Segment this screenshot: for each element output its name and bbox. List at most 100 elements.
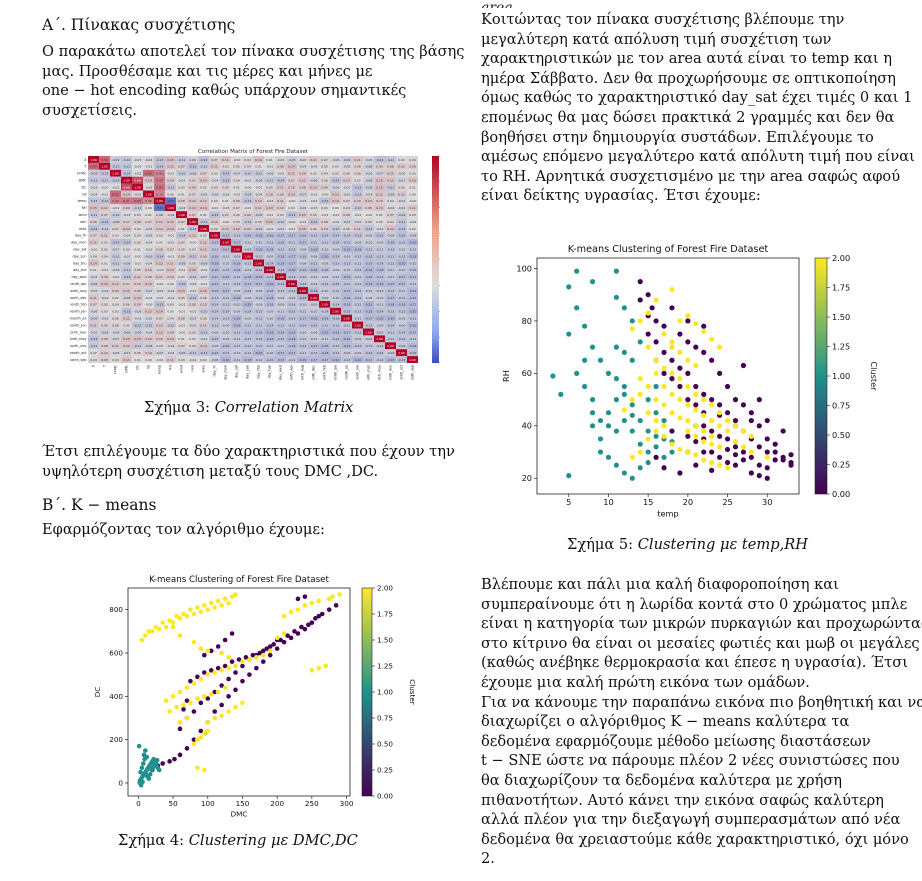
cluster-0-point xyxy=(202,670,207,675)
heatmap-cell-value: 0.01 xyxy=(409,185,416,189)
heatmap-cell xyxy=(242,349,253,357)
heatmap-cell xyxy=(297,176,308,184)
heatmap-cell xyxy=(165,321,176,329)
heatmap-cell xyxy=(341,335,352,343)
heatmap-cell xyxy=(319,169,330,177)
heatmap-cell xyxy=(231,169,242,177)
heatmap-cell-value: -0.05 xyxy=(398,172,406,176)
heatmap-cell xyxy=(231,252,242,260)
heatmap-cell-value: -0.53 xyxy=(167,199,175,203)
heatmap-cell xyxy=(220,294,231,301)
heatmap-cell-value: 0.13 xyxy=(299,213,306,217)
heatmap-cell xyxy=(165,211,176,219)
heatmap-cell-value: -0.05 xyxy=(189,323,197,327)
heatmap-cell-value: -0.11 xyxy=(189,351,197,355)
heatmap-cell xyxy=(264,190,275,198)
heatmap-cell xyxy=(198,342,209,350)
figure-3-caption: Σχήμα 3: Correlation Matrix xyxy=(144,399,353,416)
heatmap-cell-value: -0.00 xyxy=(321,192,329,196)
heatmap-cell-value: -0.19 xyxy=(255,275,263,279)
heatmap-cell xyxy=(176,245,187,253)
heatmap-cell xyxy=(198,335,209,343)
heatmap-cell xyxy=(253,300,264,308)
figure-4-label: Σχήμα 4: xyxy=(118,832,185,849)
heatmap-cell-value: 0.12 xyxy=(200,199,207,203)
cluster-1-point xyxy=(653,410,659,416)
heatmap-cell xyxy=(99,197,110,205)
x-tick-label: 250 xyxy=(305,799,319,808)
heatmap-cell xyxy=(396,342,407,350)
heatmap-cell-value: 0.03 xyxy=(233,220,240,224)
cluster-2-point xyxy=(177,689,183,695)
heatmap-cell-value: -0.20 xyxy=(222,358,230,362)
heatmap-cell-value: 0.05 xyxy=(134,351,141,355)
heatmap-cell xyxy=(121,204,132,212)
heatmap-cell-value: -0.09 xyxy=(354,241,362,245)
heatmap-cell-value: -0.12 xyxy=(255,254,263,258)
heatmap-cell xyxy=(242,252,253,260)
cluster-2-point xyxy=(212,715,218,721)
heatmap-cell-value: -0.13 xyxy=(387,247,395,251)
heatmap-cell xyxy=(407,328,418,336)
cluster-0-point xyxy=(160,761,165,766)
heatmap-cell-value: -0.10 xyxy=(299,337,307,341)
heatmap-cell-value: 1.00 xyxy=(288,282,295,286)
cluster-2-point xyxy=(740,428,747,434)
heatmap-cell xyxy=(275,252,286,260)
heatmap-cell-value: -0.20 xyxy=(365,303,373,307)
heatmap-cell xyxy=(198,307,209,315)
heatmap-cell-value: 0.13 xyxy=(376,206,383,210)
heatmap-cell xyxy=(297,231,308,239)
heatmap-cell-value: -0.13 xyxy=(233,234,241,238)
heatmap-cell xyxy=(242,238,253,246)
heatmap-cell xyxy=(165,273,176,281)
cluster-1-point xyxy=(566,331,572,337)
cluster-0-point xyxy=(271,642,276,647)
heatmap-cell xyxy=(363,211,374,219)
y-tick-label: 80 xyxy=(522,316,532,326)
cluster-0-point xyxy=(701,423,707,429)
heatmap-cell-value: -0.08 xyxy=(310,178,318,182)
heatmap-cell-value: -0.04 xyxy=(299,206,307,210)
heatmap-cell xyxy=(341,218,352,225)
heatmap-cell-value: -0.03 xyxy=(266,199,274,203)
heatmap-cell-value: -0.01 xyxy=(112,206,120,210)
heatmap-cell-value: -0.19 xyxy=(343,275,351,279)
cluster-0-point xyxy=(208,668,214,673)
heatmap-cell-value: 0.12 xyxy=(200,247,207,251)
cluster-1-point xyxy=(589,344,596,350)
heatmap-cell-value: 0.06 xyxy=(354,165,361,169)
cluster-2-point xyxy=(198,646,204,651)
heatmap-cell xyxy=(132,197,143,205)
heatmap-row-label: FFMC xyxy=(77,172,87,176)
heatmap-cell xyxy=(352,176,363,184)
heatmap-cell xyxy=(220,225,231,232)
heatmap-cell xyxy=(176,204,187,212)
heatmap-cell xyxy=(110,335,121,343)
heatmap-cell xyxy=(286,156,297,163)
heatmap-cell xyxy=(286,300,297,308)
heatmap-cell-value: -0.17 xyxy=(277,234,285,238)
heatmap-cell-value: -0.09 xyxy=(365,337,373,341)
heatmap-cell xyxy=(308,356,319,363)
cluster-0-point xyxy=(732,397,739,403)
cluster-0-point xyxy=(756,473,762,479)
heatmap-cell xyxy=(253,321,264,329)
cluster-1-point xyxy=(629,428,635,434)
heatmap-cell xyxy=(187,321,198,329)
heatmap-cell-value: -0.10 xyxy=(332,296,340,300)
heatmap-cell-value: 0.10 xyxy=(277,206,284,210)
heatmap-cell xyxy=(374,245,385,253)
colorbar-tick-label: 1.50 xyxy=(377,636,393,645)
colorbar-tick-label: 1.25 xyxy=(832,341,850,351)
heatmap-cell xyxy=(176,294,187,301)
heatmap-cell-value: 1.00 xyxy=(200,227,207,231)
cluster-0-point xyxy=(177,726,183,732)
heatmap-cell-value: 0.43 xyxy=(156,172,163,176)
heatmap-cell xyxy=(352,190,363,198)
cluster-0-point xyxy=(299,624,304,630)
heatmap-cell-value: -0.11 xyxy=(288,358,296,362)
heatmap-cell-value: 0.10 xyxy=(156,323,163,327)
heatmap-cell-value: 0.01 xyxy=(134,358,141,362)
cluster-2-point xyxy=(198,676,204,682)
